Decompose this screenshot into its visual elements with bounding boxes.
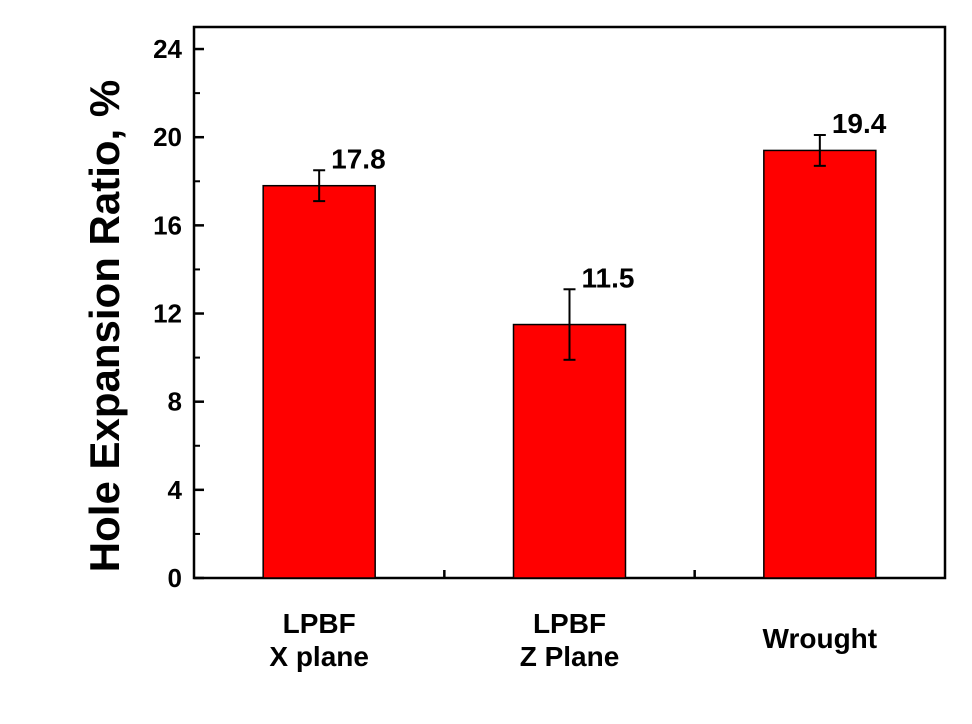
y-tick-label: 24 xyxy=(153,34,182,64)
data-label: 19.4 xyxy=(832,108,887,139)
x-category-label: LPBF xyxy=(533,608,606,639)
y-axis-title: Hole Expansion Ratio, % xyxy=(81,80,128,572)
x-axis xyxy=(443,570,696,578)
y-tick-label: 8 xyxy=(168,387,182,417)
y-tick-label: 12 xyxy=(153,299,182,329)
x-category-label: X plane xyxy=(269,641,369,672)
x-category-label: LPBF xyxy=(283,608,356,639)
bars-group: 17.8 11.5 19.4 xyxy=(262,108,887,579)
y-tick-label: 16 xyxy=(153,210,182,240)
bar xyxy=(262,184,376,579)
data-label: 17.8 xyxy=(331,143,386,174)
data-label: 11.5 xyxy=(582,262,635,293)
x-category-label: Wrought xyxy=(763,623,878,654)
x-category-label: Z Plane xyxy=(520,641,620,672)
y-tick-label: 20 xyxy=(153,122,182,152)
y-tick-label: 0 xyxy=(168,563,182,593)
y-tick-label: 4 xyxy=(168,475,183,505)
y-axis: 0 4 8 12 16 20 24 xyxy=(153,34,204,593)
bar xyxy=(763,149,877,579)
bar xyxy=(512,323,627,579)
